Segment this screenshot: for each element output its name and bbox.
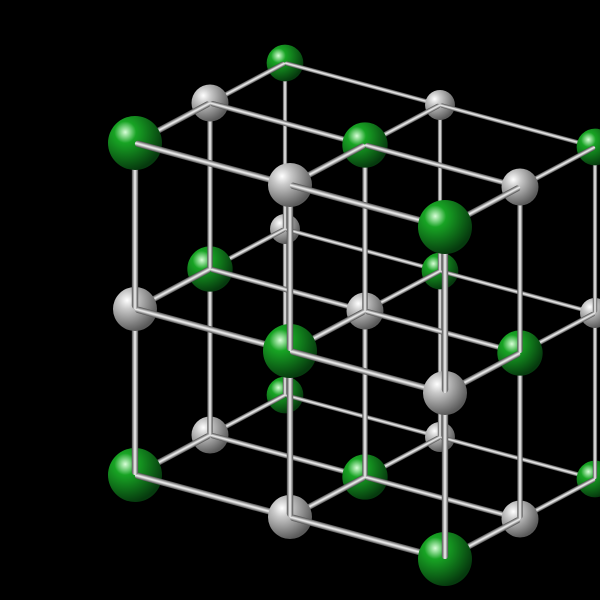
- bond: [362, 145, 367, 311]
- bond: [439, 103, 595, 149]
- bond: [134, 472, 291, 520]
- bond: [132, 309, 138, 475]
- chlorine-atom: [577, 129, 600, 166]
- bond: [207, 269, 212, 435]
- chlorine-atom: [418, 200, 472, 254]
- bond: [364, 142, 520, 189]
- crystal-lattice-diagram: [0, 0, 600, 600]
- sodium-atom: [502, 169, 539, 206]
- bond: [362, 311, 367, 477]
- bond: [517, 353, 522, 519]
- bond: [287, 185, 293, 351]
- bond: [209, 100, 365, 147]
- bond: [593, 147, 597, 313]
- bond: [207, 103, 212, 269]
- bond: [442, 393, 448, 559]
- bond: [517, 187, 522, 353]
- bond: [593, 313, 597, 479]
- bond: [284, 61, 440, 107]
